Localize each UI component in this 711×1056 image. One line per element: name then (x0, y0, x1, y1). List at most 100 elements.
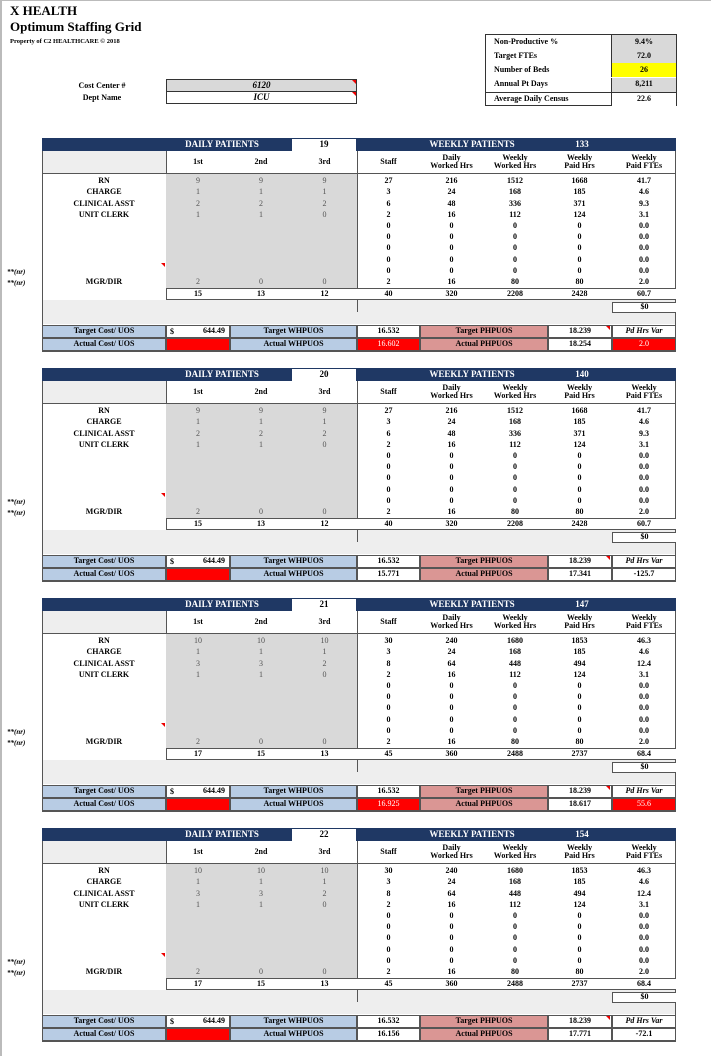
shift-count-input[interactable]: 3 (259, 658, 263, 668)
shift-count-input[interactable]: 0 (322, 209, 327, 219)
shift-count-input[interactable]: 2 (259, 428, 263, 438)
shift-count-input[interactable]: 1 (196, 209, 200, 219)
shift-count-input[interactable]: 9 (322, 176, 327, 186)
shift-count-input[interactable]: 1 (259, 187, 263, 197)
shift-count-input[interactable] (292, 956, 357, 967)
shift-count-input[interactable]: 10 (257, 636, 265, 646)
shift-count-input[interactable]: 2 (259, 198, 263, 208)
shift-count-input[interactable]: 1 (259, 209, 263, 219)
shift-count-input[interactable] (166, 484, 230, 495)
daily-patients-value[interactable]: 20 (292, 369, 356, 381)
shift-count-input[interactable]: 0 (322, 669, 327, 679)
shift-count-input[interactable]: 3 (196, 658, 200, 668)
shift-count-input[interactable]: 1 (259, 669, 263, 679)
shift-count-input[interactable]: 0 (322, 737, 327, 747)
shift-count-input[interactable]: 0 (259, 277, 263, 287)
shift-count-input[interactable] (166, 692, 230, 703)
shift-count-input[interactable]: 2 (322, 888, 327, 898)
shift-count-input[interactable] (166, 714, 230, 725)
shift-count-input[interactable] (166, 911, 230, 922)
shift-count-input[interactable] (166, 462, 230, 473)
shift-count-input[interactable]: 1 (259, 439, 263, 449)
shift-count-input[interactable]: 1 (259, 647, 263, 657)
daily-patients-value[interactable]: 19 (292, 139, 356, 151)
shift-count-input[interactable] (166, 933, 230, 944)
shift-count-input[interactable] (292, 243, 357, 254)
shift-count-input[interactable]: 3 (196, 888, 200, 898)
shift-count-input[interactable] (292, 911, 357, 922)
shift-count-input[interactable] (166, 681, 230, 692)
shift-count-input[interactable] (292, 726, 357, 737)
summary-value[interactable]: 72.0 (611, 49, 676, 64)
shift-count-input[interactable]: 3 (259, 888, 263, 898)
shift-count-input[interactable] (292, 473, 357, 484)
shift-count-input[interactable]: 1 (322, 187, 327, 197)
shift-count-input[interactable] (230, 933, 292, 944)
summary-value[interactable]: 22.6 (611, 91, 676, 106)
shift-count-input[interactable] (230, 944, 292, 955)
shift-count-input[interactable] (166, 922, 230, 933)
shift-count-input[interactable]: 2 (196, 737, 200, 747)
shift-count-input[interactable] (230, 911, 292, 922)
shift-count-input[interactable]: 1 (196, 417, 200, 427)
shift-count-input[interactable] (166, 451, 230, 462)
daily-patients-value[interactable]: 21 (292, 599, 356, 611)
shift-count-input[interactable]: 1 (322, 647, 327, 657)
shift-count-input[interactable] (166, 243, 230, 254)
shift-count-input[interactable]: 1 (196, 439, 200, 449)
shift-count-input[interactable]: 1 (259, 899, 263, 909)
shift-count-input[interactable]: 2 (196, 428, 200, 438)
shift-count-input[interactable] (292, 933, 357, 944)
shift-count-input[interactable]: 2 (322, 428, 327, 438)
shift-count-input[interactable] (230, 254, 292, 265)
shift-count-input[interactable]: 0 (322, 967, 327, 977)
shift-count-input[interactable] (230, 473, 292, 484)
target-cost-field[interactable]: 644.49 (166, 325, 230, 338)
shift-count-input[interactable] (166, 726, 230, 737)
shift-count-input[interactable] (166, 473, 230, 484)
shift-count-input[interactable]: 2 (196, 507, 200, 517)
shift-count-input[interactable] (230, 714, 292, 725)
dept-name-field[interactable]: ICU (166, 91, 357, 104)
shift-count-input[interactable] (292, 496, 357, 507)
shift-count-input[interactable] (292, 232, 357, 243)
shift-count-input[interactable]: 0 (322, 507, 327, 517)
shift-count-input[interactable]: 2 (196, 967, 200, 977)
shift-count-input[interactable] (230, 462, 292, 473)
shift-count-input[interactable]: 0 (259, 507, 263, 517)
shift-count-input[interactable] (292, 692, 357, 703)
shift-count-input[interactable]: 9 (196, 176, 200, 186)
shift-count-input[interactable] (166, 232, 230, 243)
shift-count-input[interactable]: 1 (322, 877, 327, 887)
shift-count-input[interactable]: 1 (196, 877, 200, 887)
daily-patients-value[interactable]: 22 (292, 829, 356, 841)
shift-count-input[interactable]: 1 (322, 417, 327, 427)
shift-count-input[interactable] (230, 232, 292, 243)
summary-value[interactable]: 9.4% (611, 35, 676, 49)
shift-count-input[interactable]: 9 (259, 176, 263, 186)
shift-count-input[interactable]: 2 (196, 198, 200, 208)
shift-count-input[interactable]: 1 (196, 647, 200, 657)
shift-count-input[interactable] (230, 692, 292, 703)
shift-count-input[interactable] (292, 922, 357, 933)
shift-count-input[interactable] (230, 681, 292, 692)
summary-value[interactable]: 26 (611, 63, 676, 78)
shift-count-input[interactable] (230, 703, 292, 714)
shift-count-input[interactable]: 0 (322, 439, 327, 449)
shift-count-input[interactable] (230, 496, 292, 507)
shift-count-input[interactable]: 0 (259, 737, 263, 747)
shift-count-input[interactable] (292, 944, 357, 955)
shift-count-input[interactable]: 10 (257, 866, 265, 876)
shift-count-input[interactable] (166, 254, 230, 265)
shift-count-input[interactable] (230, 922, 292, 933)
target-cost-field[interactable]: 644.49 (166, 555, 230, 568)
shift-count-input[interactable]: 9 (322, 406, 327, 416)
shift-count-input[interactable]: 10 (320, 636, 329, 646)
shift-count-input[interactable] (166, 496, 230, 507)
shift-count-input[interactable] (166, 944, 230, 955)
shift-count-input[interactable]: 10 (320, 866, 329, 876)
shift-count-input[interactable] (292, 714, 357, 725)
shift-count-input[interactable] (166, 266, 230, 277)
shift-count-input[interactable]: 9 (259, 406, 263, 416)
summary-value[interactable]: 8,211 (611, 77, 676, 92)
